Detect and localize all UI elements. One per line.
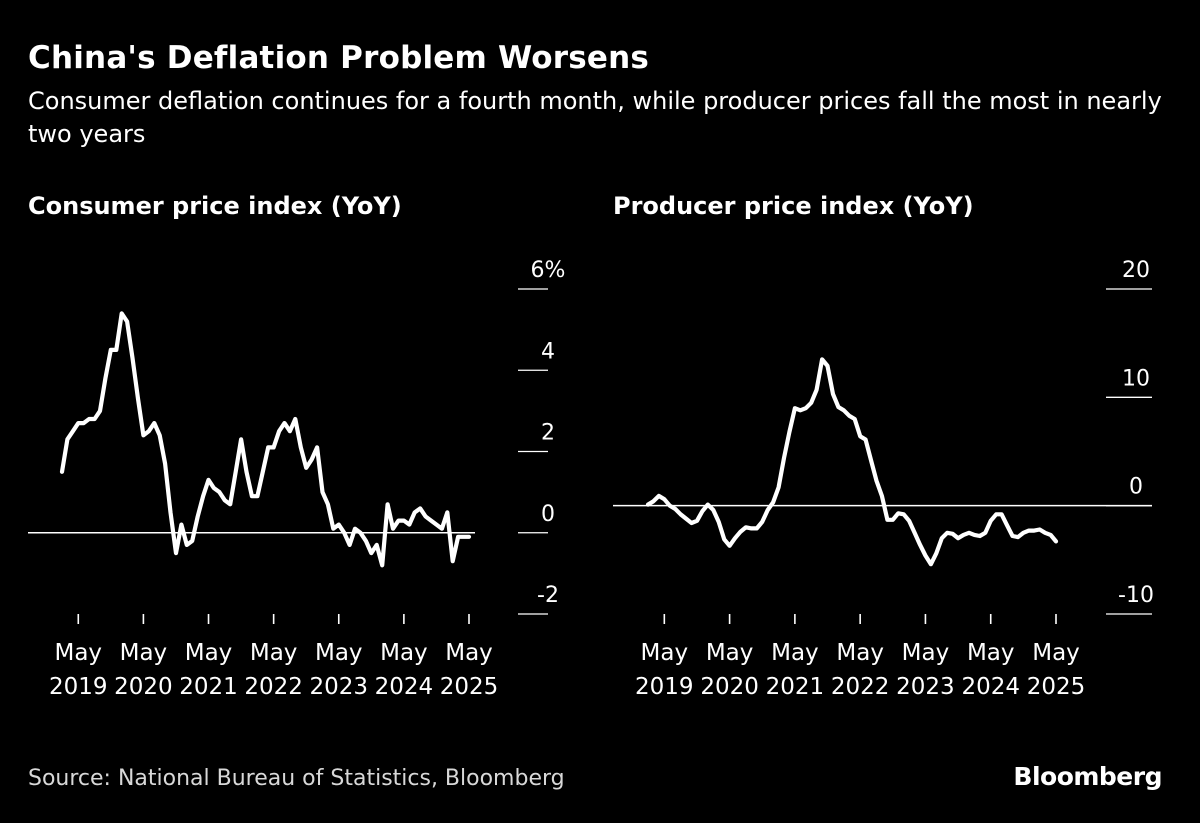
cpi-x-tick-label: May 2020 [114, 640, 173, 700]
ppi-y-tick-label: 0 [1129, 475, 1143, 500]
ppi-panel-title: Producer price index (YoY) [613, 192, 974, 220]
bloomberg-logo: Bloomberg [1013, 762, 1162, 791]
ppi-x-tick-label: May 2024 [961, 640, 1020, 700]
chart-title: China's Deflation Problem Worsens [28, 40, 650, 76]
cpi-x-tick-label: May 2023 [309, 640, 368, 700]
ppi-y-tick-label: 10 [1122, 366, 1150, 391]
ppi-x-tick-label: May 2019 [635, 640, 694, 700]
cpi-y-tick-label: -2 [537, 583, 559, 608]
chart-subtitle: Consumer deflation continues for a fourt… [28, 87, 1162, 148]
cpi-x-tick-label: May 2021 [179, 640, 238, 700]
ppi-x-tick-label: May 2025 [1027, 640, 1086, 700]
cpi-x-tick-label: May 2022 [244, 640, 303, 700]
ppi-x-tick-label: May 2021 [766, 640, 825, 700]
cpi-y-tick-label: 0 [541, 502, 555, 527]
cpi-y-tick-label: 6% [531, 258, 566, 283]
ppi-x-tick-label: May 2020 [700, 640, 759, 700]
cpi-series-line [59, 311, 472, 568]
cpi-x-tick-label: May 2019 [49, 640, 108, 700]
ppi-y-tick-label: -10 [1118, 583, 1154, 608]
cpi-x-tick-label: May 2025 [440, 640, 499, 700]
ppi-x-tick-label: May 2022 [831, 640, 890, 700]
cpi-panel-title: Consumer price index (YoY) [28, 192, 402, 220]
cpi-x-tick-label: May 2024 [375, 640, 434, 700]
source-note: Source: National Bureau of Statistics, B… [28, 766, 565, 791]
ppi-series-line [645, 357, 1059, 567]
ppi-x-tick-label: May 2023 [896, 640, 955, 700]
cpi-y-tick-label: 2 [541, 421, 555, 446]
ppi-y-tick-label: 20 [1122, 258, 1150, 283]
cpi-y-tick-label: 4 [541, 339, 555, 364]
